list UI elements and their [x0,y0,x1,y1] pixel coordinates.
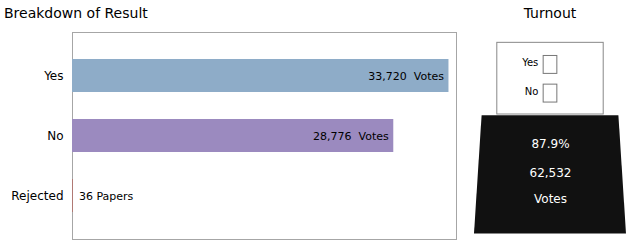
svg-text:87.9%: 87.9% [531,137,569,151]
svg-text:36 Papers: 36 Papers [79,190,134,203]
svg-text:33,720 Votes: 33,720 Votes [368,70,444,83]
svg-text:Votes: Votes [534,192,567,206]
svg-text:28,776 Votes: 28,776 Votes [313,130,389,143]
html-text:Breakdown of Result: Breakdown of Result [4,5,148,21]
svg-text:62,532: 62,532 [530,166,572,180]
svg-text:Yes: Yes [43,69,63,83]
svg-text:No: No [525,86,539,97]
html-text:Turnout: Turnout [523,5,577,21]
svg-text:No: No [47,129,63,143]
svg-text:Yes: Yes [521,57,538,68]
svg-text:Rejected: Rejected [11,189,63,203]
